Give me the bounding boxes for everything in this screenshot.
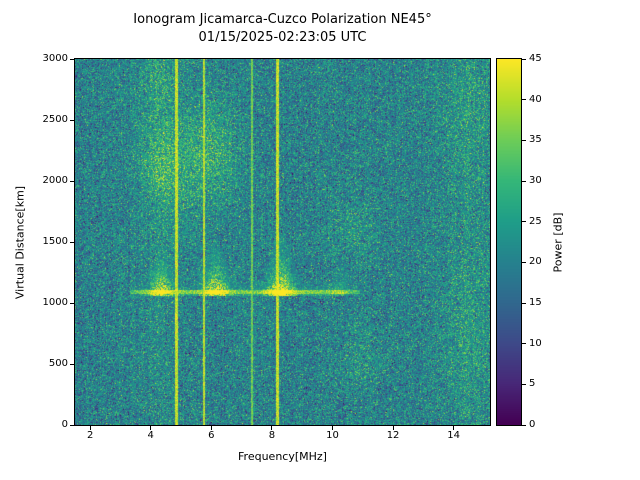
- colorbar-tick-mark: [522, 261, 526, 263]
- colorbar-tick-label: 25: [529, 215, 542, 227]
- colorbar-tick-label: 10: [529, 337, 542, 349]
- y-tick-mark: [70, 58, 74, 60]
- y-tick-label: 0: [61, 419, 68, 430]
- colorbar-tick-mark: [522, 343, 526, 345]
- colorbar-tick-mark: [522, 99, 526, 101]
- colorbar-tick-label: 30: [529, 175, 542, 186]
- ionogram-heatmap: [74, 58, 491, 426]
- y-tick-label: 1500: [42, 236, 68, 247]
- y-tick-mark: [70, 363, 74, 365]
- y-tick-mark: [70, 119, 74, 121]
- x-tick-label: 2: [86, 430, 94, 441]
- x-axis-label: Frequency[MHz]: [238, 450, 327, 463]
- colorbar-tick-label: 15: [529, 297, 542, 308]
- figure-subtitle: 01/15/2025-02:23:05 UTC: [198, 30, 367, 45]
- y-tick-label: 3000: [42, 53, 68, 64]
- x-tick-mark: [331, 426, 333, 430]
- colorbar-tick-mark: [522, 221, 526, 223]
- colorbar-tick-label: 20: [529, 256, 542, 268]
- colorbar: [496, 58, 522, 426]
- x-tick-label: 4: [147, 430, 154, 441]
- x-tick-mark: [271, 426, 273, 430]
- x-tick-mark: [150, 426, 152, 430]
- colorbar-tick-label: 45: [529, 53, 542, 64]
- x-tick-label: 10: [326, 430, 339, 441]
- colorbar-label: Power [dB]: [551, 212, 565, 273]
- y-tick-label: 1000: [42, 297, 68, 308]
- y-tick-label: 2500: [42, 114, 68, 125]
- y-tick-mark: [70, 302, 74, 304]
- y-tick-label: 500: [48, 358, 68, 369]
- x-tick-mark: [453, 426, 455, 430]
- x-tick-mark: [392, 426, 394, 430]
- x-tick-label: 14: [447, 430, 460, 441]
- colorbar-tick-mark: [522, 139, 526, 141]
- colorbar-tick-label: 0: [529, 419, 536, 430]
- y-axis-label: Virtual Distance[km]: [13, 185, 27, 300]
- colorbar-tick-label: 5: [529, 378, 536, 390]
- colorbar-tick-mark: [522, 180, 526, 182]
- colorbar-tick-mark: [522, 58, 526, 60]
- x-tick-label: 12: [386, 430, 400, 441]
- figure-title: Ionogram Jicamarca-Cuzco Polarization NE…: [133, 12, 432, 27]
- y-tick-mark: [70, 180, 74, 182]
- colorbar-tick-mark: [522, 302, 526, 304]
- y-tick-label: 2000: [42, 175, 68, 186]
- x-tick-mark: [210, 426, 212, 430]
- y-tick-mark: [70, 241, 74, 243]
- colorbar-tick-label: 40: [529, 93, 542, 105]
- x-tick-mark: [89, 426, 91, 430]
- colorbar-tick-label: 35: [529, 134, 542, 146]
- x-tick-label: 8: [268, 430, 276, 441]
- colorbar-tick-mark: [522, 424, 526, 426]
- x-tick-label: 6: [208, 430, 215, 441]
- y-tick-mark: [70, 424, 74, 426]
- colorbar-tick-mark: [522, 383, 526, 385]
